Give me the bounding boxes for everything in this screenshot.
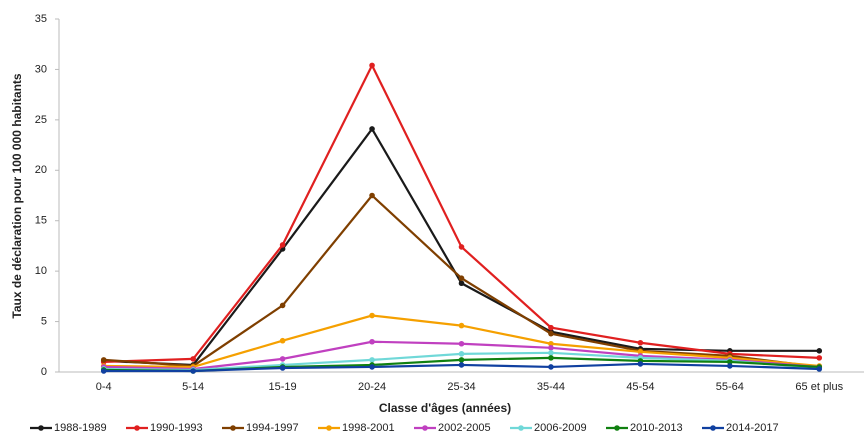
point [458, 362, 465, 368]
point [458, 322, 465, 329]
point [369, 62, 375, 69]
point [100, 357, 107, 363]
point [279, 302, 286, 309]
legend-label: 2002-2005 [438, 422, 491, 434]
point [458, 340, 465, 347]
y-tick-label: 25 [35, 114, 47, 126]
legend-marker [518, 425, 524, 431]
y-tick-label: 35 [35, 13, 47, 25]
legend-label: 1998-2001 [342, 422, 395, 434]
y-axis-label: Taux de déclaration pour 100 000 habitan… [10, 73, 24, 319]
point [727, 359, 733, 365]
x-tick-label: 45-54 [626, 381, 654, 393]
point [816, 355, 823, 361]
x-axis-label: Classe d'âges (années) [379, 401, 511, 415]
y-tick-label: 20 [35, 164, 47, 176]
legend-label: 2014-2017 [726, 422, 779, 434]
legend-marker [230, 425, 236, 431]
point [100, 368, 107, 374]
point [548, 364, 554, 370]
point [279, 356, 286, 362]
y-tick-label: 10 [35, 265, 47, 277]
point [548, 344, 554, 351]
legend-label: 1988-1989 [54, 422, 107, 434]
legend-label: 2006-2009 [534, 422, 587, 434]
point [458, 357, 465, 363]
x-tick-label: 0-4 [96, 381, 112, 393]
legend-marker [614, 425, 620, 431]
point [458, 244, 465, 250]
x-tick-label: 20-24 [358, 381, 386, 393]
legend-marker [38, 425, 44, 431]
point [279, 337, 286, 344]
point [458, 275, 465, 282]
y-tick-label: 5 [41, 315, 47, 327]
point [548, 350, 554, 356]
point [637, 339, 644, 346]
x-tick-label: 25-34 [447, 381, 475, 393]
point [816, 366, 823, 372]
point [369, 364, 375, 370]
point [369, 126, 375, 132]
point [637, 361, 644, 367]
legend-label: 1994-1997 [246, 422, 299, 434]
x-tick-label: 15-19 [269, 381, 297, 393]
point [279, 365, 286, 371]
legend-label: 1990-1993 [150, 422, 203, 434]
legend-marker [326, 425, 332, 431]
point [637, 349, 644, 355]
x-tick-label: 35-44 [537, 381, 565, 393]
legend-label: 2010-2013 [630, 422, 683, 434]
x-tick-label: 55-64 [716, 381, 744, 393]
point [548, 340, 554, 347]
y-tick-label: 30 [35, 63, 47, 75]
point [369, 192, 375, 199]
y-tick-label: 15 [35, 215, 47, 227]
point [458, 351, 465, 357]
x-tick-label: 65 et plus [795, 381, 843, 393]
point [190, 356, 196, 362]
point [369, 357, 375, 363]
point [548, 330, 554, 337]
point [548, 324, 554, 331]
point [369, 338, 375, 345]
series-line [103, 62, 820, 364]
point [458, 280, 465, 287]
point [816, 348, 823, 354]
point [548, 355, 554, 361]
legend-marker [134, 425, 140, 431]
legend-marker [710, 425, 716, 431]
x-tick-label: 5-14 [182, 381, 204, 393]
legend-marker [422, 425, 428, 431]
point [369, 312, 375, 319]
point [727, 363, 733, 369]
point [190, 368, 196, 374]
point [279, 242, 286, 248]
y-tick-label: 0 [41, 366, 47, 378]
